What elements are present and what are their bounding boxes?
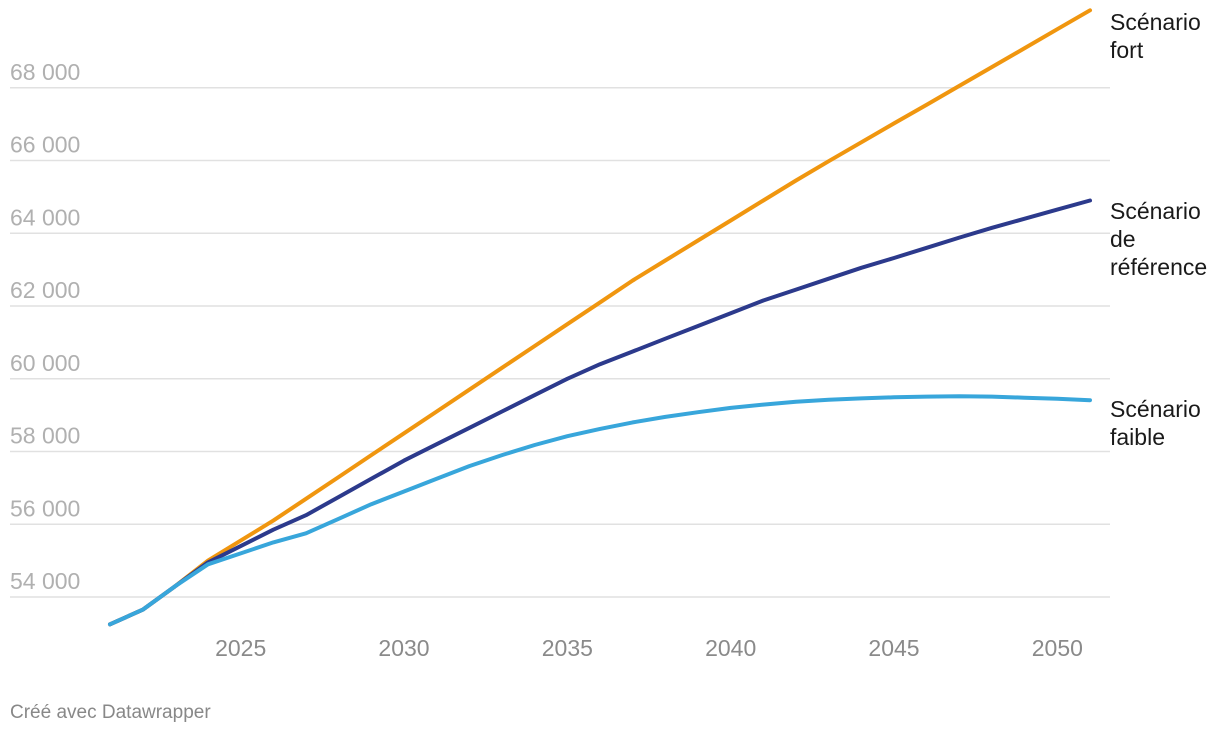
y-tick-label: 60 000 — [10, 350, 80, 376]
y-tick-label: 64 000 — [10, 204, 80, 230]
series-label-1: Scénario de référence — [1110, 198, 1207, 280]
series-line-0 — [108, 8, 1092, 627]
x-tick-label: 2045 — [868, 635, 919, 661]
x-axis-ticks: 2025 2030 2035 2040 2045 2050 — [215, 635, 1083, 661]
credit-text: Créé avec Datawrapper — [10, 702, 211, 723]
x-tick-label: 2050 — [1032, 635, 1083, 661]
y-tick-label: 56 000 — [10, 495, 80, 521]
y-axis-ticks: 54 000 56 000 58 000 60 000 62 000 64 000 66 0… — [10, 59, 80, 594]
x-tick-label: 2040 — [705, 635, 756, 661]
series-labels: Scénario fort Scénario de référence Scénario f… — [1110, 9, 1207, 450]
y-tick-label: 58 000 — [10, 423, 80, 449]
y-tick-label: 68 000 — [10, 59, 80, 85]
series-line-2 — [108, 394, 1092, 627]
x-tick-label: 2025 — [215, 635, 266, 661]
series-lines — [108, 8, 1092, 627]
series-line-1 — [108, 198, 1092, 627]
x-tick-label: 2035 — [542, 635, 593, 661]
x-tick-label: 2030 — [378, 635, 429, 661]
y-tick-label: 54 000 — [10, 568, 80, 594]
series-label-2: Scénario faible — [1110, 396, 1201, 450]
y-tick-label: 62 000 — [10, 277, 80, 303]
series-label-0: Scénario fort — [1110, 9, 1201, 63]
gridlines — [10, 87, 1110, 598]
y-tick-label: 66 000 — [10, 132, 80, 158]
